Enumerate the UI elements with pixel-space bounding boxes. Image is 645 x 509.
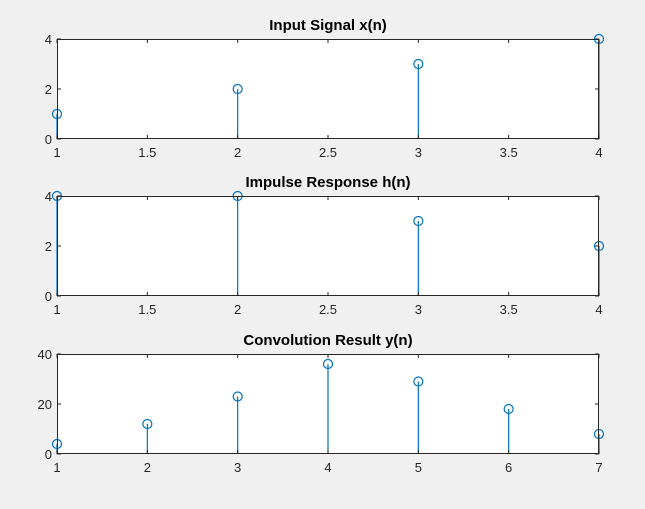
chart-title: Impulse Response h(n)	[245, 174, 410, 191]
y-tick-label: 2	[45, 82, 52, 97]
x-tick-label: 2.5	[319, 302, 337, 317]
x-tick-label: 1.5	[138, 302, 156, 317]
stem-marker	[232, 83, 243, 95]
stem-marker	[413, 376, 424, 387]
x-tick-label: 2	[144, 460, 151, 475]
y-tick-label: 0	[45, 289, 52, 304]
x-tick-label: 2	[234, 145, 241, 160]
x-tick-label: 1	[53, 302, 60, 317]
x-tick-label: 4	[595, 302, 602, 317]
x-tick-label: 3	[415, 145, 422, 160]
x-tick-label: 3.5	[500, 145, 518, 160]
stem-marker	[503, 403, 514, 415]
x-tick-label: 7	[595, 460, 602, 475]
chart-title: Input Signal x(n)	[269, 17, 387, 34]
x-tick-label: 4	[324, 460, 331, 475]
chart-title: Convolution Result y(n)	[243, 332, 412, 349]
x-tick-label: 2	[234, 302, 241, 317]
x-tick-label: 4	[595, 145, 602, 160]
x-tick-label: 1.5	[138, 145, 156, 160]
stem-marker	[232, 391, 243, 402]
plot-area	[57, 196, 599, 296]
stem-marker	[322, 358, 334, 370]
plot-area	[57, 39, 599, 139]
x-tick-label: 3.5	[500, 302, 518, 317]
x-tick-label: 6	[505, 460, 512, 475]
y-tick-label: 4	[45, 189, 52, 204]
y-tick-label: 0	[45, 132, 52, 147]
stem-marker	[413, 58, 424, 70]
subplot-input-signal[interactable]: 1 1.5 2 2.5 3 3.5 4 0 2 4 Input Signal x(n)	[45, 17, 605, 160]
x-tick-label: 5	[415, 460, 422, 475]
stem-marker	[413, 215, 424, 227]
subplot-impulse-response[interactable]: 1 1.5 2 2.5 3 3.5 4 0 2 4 Impulse Response h(n)	[45, 174, 605, 317]
y-tick-label: 2	[45, 239, 52, 254]
y-tick-label: 40	[38, 347, 52, 362]
x-tick-label: 1	[53, 145, 60, 160]
y-tick-label: 0	[45, 447, 52, 462]
y-tick-label: 4	[45, 32, 52, 47]
subplot-convolution-result[interactable]: 1 2 3 4 5 6 7 0 20 40 Convolution Result y(n)	[38, 332, 605, 475]
y-tick-label: 20	[38, 397, 52, 412]
stem-marker	[142, 418, 153, 430]
x-tick-label: 3	[234, 460, 241, 475]
x-tick-label: 2.5	[319, 145, 337, 160]
x-tick-label: 3	[415, 302, 422, 317]
x-tick-label: 1	[53, 460, 60, 475]
